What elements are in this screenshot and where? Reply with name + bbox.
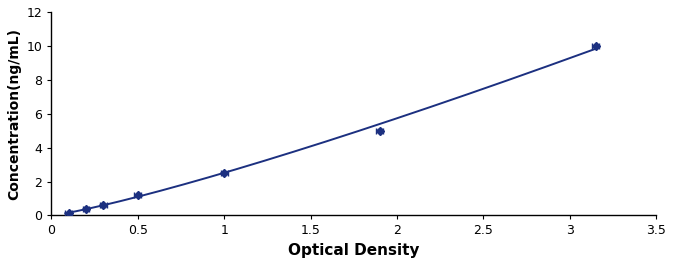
Y-axis label: Concentration(ng/mL): Concentration(ng/mL) bbox=[7, 28, 21, 200]
X-axis label: Optical Density: Optical Density bbox=[288, 243, 419, 258]
